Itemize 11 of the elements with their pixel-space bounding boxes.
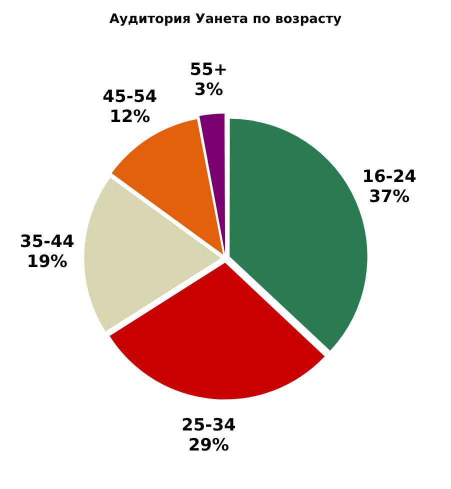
slice-label: 55+ xyxy=(190,60,228,80)
slice-label: 45-54 xyxy=(102,87,158,108)
chart-title: Аудитория Уанета по возрасту xyxy=(109,12,342,28)
data-label: 19% xyxy=(26,252,68,272)
data-label: 12% xyxy=(110,107,150,128)
data-label: 3% xyxy=(194,80,224,100)
slice-label: 25-34 xyxy=(182,415,236,436)
data-label: 29% xyxy=(188,435,230,456)
slice-label: 16-24 xyxy=(362,166,417,187)
slice-label: 35-44 xyxy=(20,232,74,252)
data-label: 37% xyxy=(368,186,410,207)
